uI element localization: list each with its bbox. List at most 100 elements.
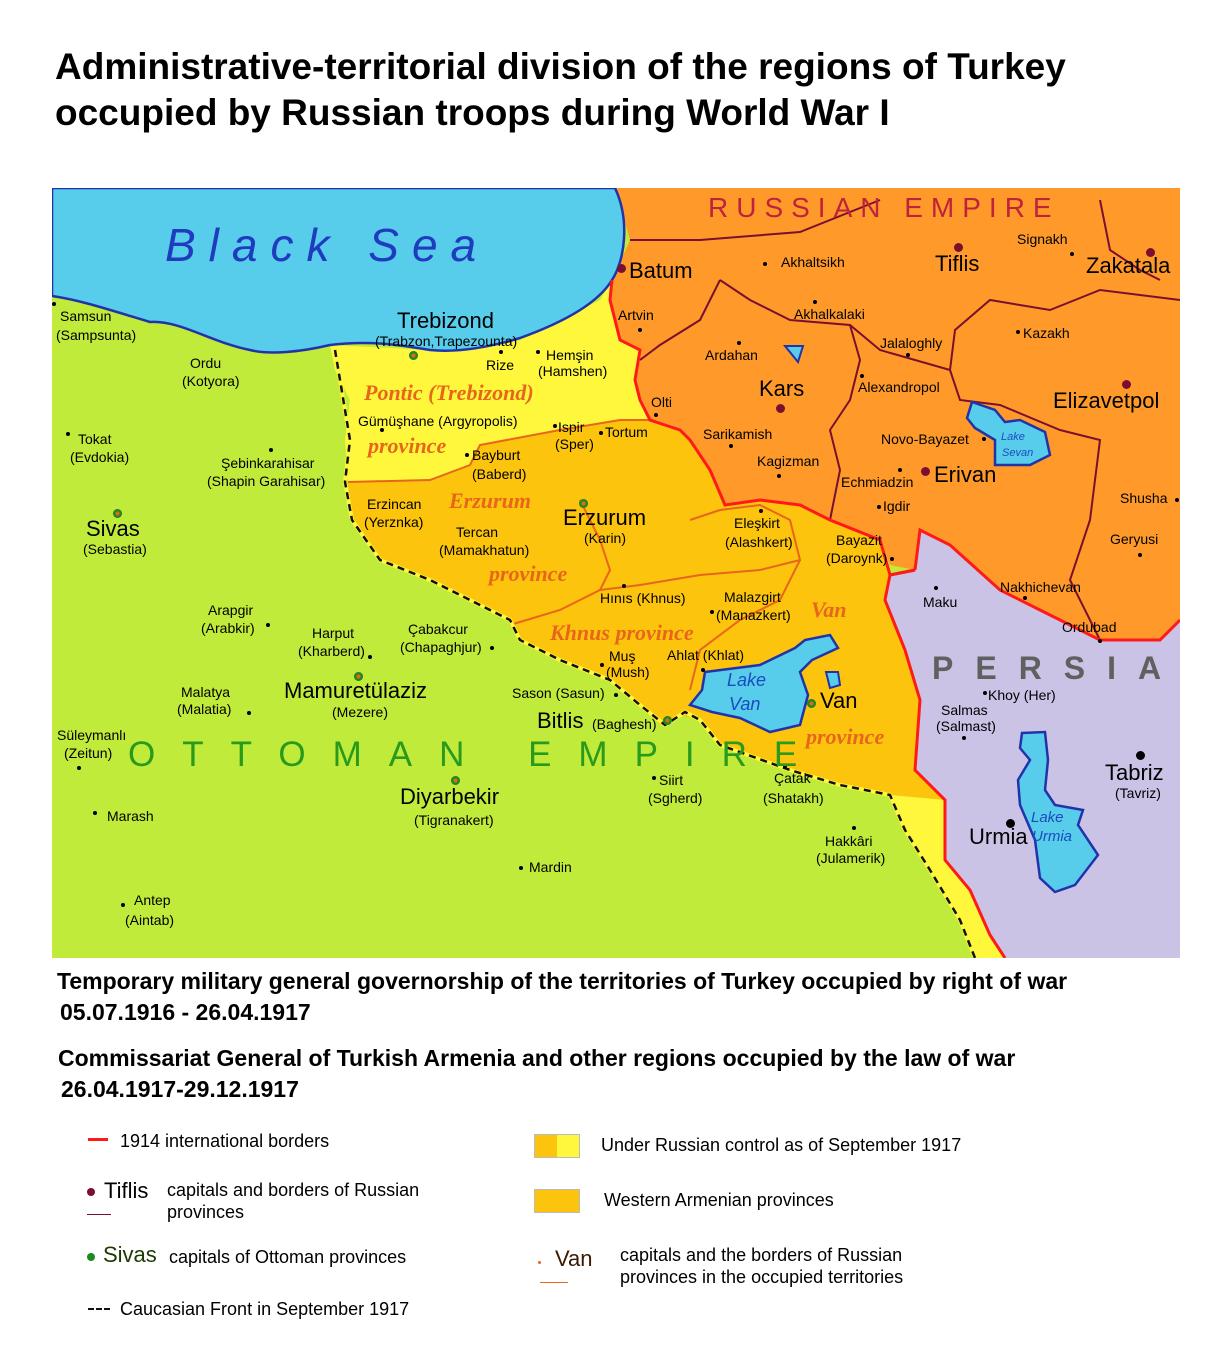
- place-name: Sivas: [86, 516, 140, 541]
- town-dot-icon: [898, 468, 902, 472]
- town-dot-icon: [614, 693, 618, 697]
- place-alt-name: (Trabzon,Trapezounta): [375, 333, 518, 349]
- title-line-1: Administrative-territorial division of t…: [55, 46, 1066, 87]
- place-name: Tercan: [456, 524, 499, 540]
- place-name: Sason (Sasun): [512, 685, 605, 701]
- pontic-province-label: Pontic (Trebizond): [364, 380, 534, 405]
- legend-russian-capitals: capitals and borders of Russian province…: [167, 1180, 420, 1222]
- capital-dot-icon: [353, 671, 363, 681]
- town-dot-icon: [934, 586, 938, 590]
- capital-dot-icon: [920, 466, 930, 476]
- place-name: Signakh: [1017, 231, 1068, 247]
- place-name: Trebizond: [397, 308, 495, 333]
- place-name: Jalaloghly: [880, 335, 943, 351]
- town-dot-icon: [852, 826, 856, 830]
- place-name: Kazakh: [1023, 325, 1070, 341]
- legend-van-sample: Van: [555, 1246, 593, 1271]
- legend-russian-control-swatch: [534, 1134, 580, 1158]
- town-dot-icon: [654, 413, 658, 417]
- place-name: Harput: [312, 625, 355, 641]
- capital-dot-icon: [1005, 818, 1015, 828]
- legend-maroon-line-icon: [87, 1214, 111, 1215]
- town-dot-icon: [813, 300, 817, 304]
- town-dot-icon: [877, 505, 881, 509]
- place-name: Diyarbekir: [400, 784, 500, 809]
- borders-1914: [608, 279, 1180, 958]
- place-name: Zakatala: [1086, 253, 1171, 278]
- place-name: Salmas: [941, 702, 988, 718]
- place-name: Tiflis: [935, 251, 980, 276]
- russian-empire-label: RUSSIAN EMPIRE: [708, 192, 1060, 223]
- commissariat-line-1: Commissariat General of Turkish Armenia …: [58, 1045, 1016, 1071]
- place-name: Batum: [629, 258, 693, 283]
- governorship-heading: Temporary military general governorship …: [57, 966, 1067, 1028]
- place-alt-name: (Malatia): [177, 701, 232, 717]
- place-alt-name: (Chapaghjur): [400, 639, 482, 655]
- place-name: Siirt: [659, 772, 684, 788]
- place-alt-name: (Hamshen): [538, 363, 608, 379]
- pontic-area: [330, 280, 650, 482]
- town-dot-icon: [121, 903, 125, 907]
- legend-orange-dot-icon: [538, 1261, 541, 1264]
- town-dot-icon: [368, 655, 372, 659]
- place-name: Ordu: [190, 355, 222, 371]
- map-title: Administrative-territorial division of t…: [55, 44, 1066, 136]
- capital-dot-icon: [953, 242, 963, 252]
- place-alt-name: (Kharberd): [298, 643, 365, 659]
- town-dot-icon: [77, 766, 81, 770]
- place-name: Ispir: [558, 419, 585, 435]
- place-name: Ordubad: [1062, 619, 1117, 635]
- place-name: Şebinkarahisar: [221, 455, 315, 471]
- town-dot-icon: [519, 866, 523, 870]
- legend-front: Caucasian Front in September 1917: [120, 1299, 410, 1319]
- place-alt-name: (Evdokia): [70, 449, 130, 465]
- lake-van-small: [824, 671, 842, 690]
- place-name: Rize: [486, 357, 515, 373]
- place-name: Ahlat (Khlat): [667, 647, 745, 663]
- place-name: Kagizman: [757, 453, 820, 469]
- place-name: Erivan: [934, 462, 997, 487]
- town-dot-icon: [600, 663, 604, 667]
- place-name: Tabriz: [1105, 760, 1164, 785]
- place-name: Mamuretülaziz: [284, 678, 428, 703]
- capital-dot-icon: [806, 698, 816, 708]
- place-alt-name: (Sper): [555, 436, 594, 452]
- place-alt-name: (Baberd): [472, 466, 527, 482]
- place-name: Antep: [134, 892, 171, 908]
- van-province-label-2: province: [806, 724, 885, 749]
- capital-dot-icon: [408, 350, 418, 360]
- town-dot-icon: [652, 776, 656, 780]
- town-dot-icon: [890, 557, 894, 561]
- town-dot-icon: [860, 374, 864, 378]
- place-name: Bayazit: [836, 532, 882, 548]
- town-dot-icon: [962, 736, 966, 740]
- occupied-province-borders: [347, 419, 802, 691]
- commissariat-dates: 26.04.1917-29.12.1917: [61, 1076, 299, 1102]
- town-dot-icon: [701, 668, 705, 672]
- legend-western-armenian-swatch: [534, 1189, 580, 1213]
- town-dot-icon: [783, 764, 787, 768]
- town-dot-icon: [983, 691, 987, 695]
- town-dot-icon: [499, 350, 503, 354]
- place-name: Mardin: [529, 859, 572, 875]
- place-alt-name: (Baghesh): [592, 716, 657, 732]
- capital-dot-icon: [1135, 750, 1145, 760]
- place-name: Khoy (Her): [988, 687, 1056, 703]
- southern-occupied-strip: [890, 795, 1005, 958]
- capital-dot-icon: [450, 775, 460, 785]
- town-dot-icon: [380, 428, 384, 432]
- khnus-province-label: Khnus province: [550, 620, 694, 645]
- lake-childir: [782, 345, 805, 365]
- commissariat-heading: Commissariat General of Turkish Armenia …: [58, 1043, 1015, 1105]
- legend-ottoman-capitals: capitals of Ottoman provinces: [169, 1247, 407, 1267]
- erzurum-province-label-2: province: [489, 561, 568, 586]
- governorship-line-1: Temporary military general governorship …: [57, 968, 1068, 994]
- town-dot-icon: [982, 437, 986, 441]
- place-alt-name: (Aintab): [125, 912, 175, 928]
- place-name: Urmia: [969, 824, 1028, 849]
- capital-dot-icon: [662, 715, 672, 725]
- town-dot-icon: [759, 509, 763, 513]
- capital-dot-icon: [775, 403, 785, 413]
- place-name: Nakhichevan: [1000, 579, 1081, 595]
- place-name: Akhaltsikh: [781, 254, 845, 270]
